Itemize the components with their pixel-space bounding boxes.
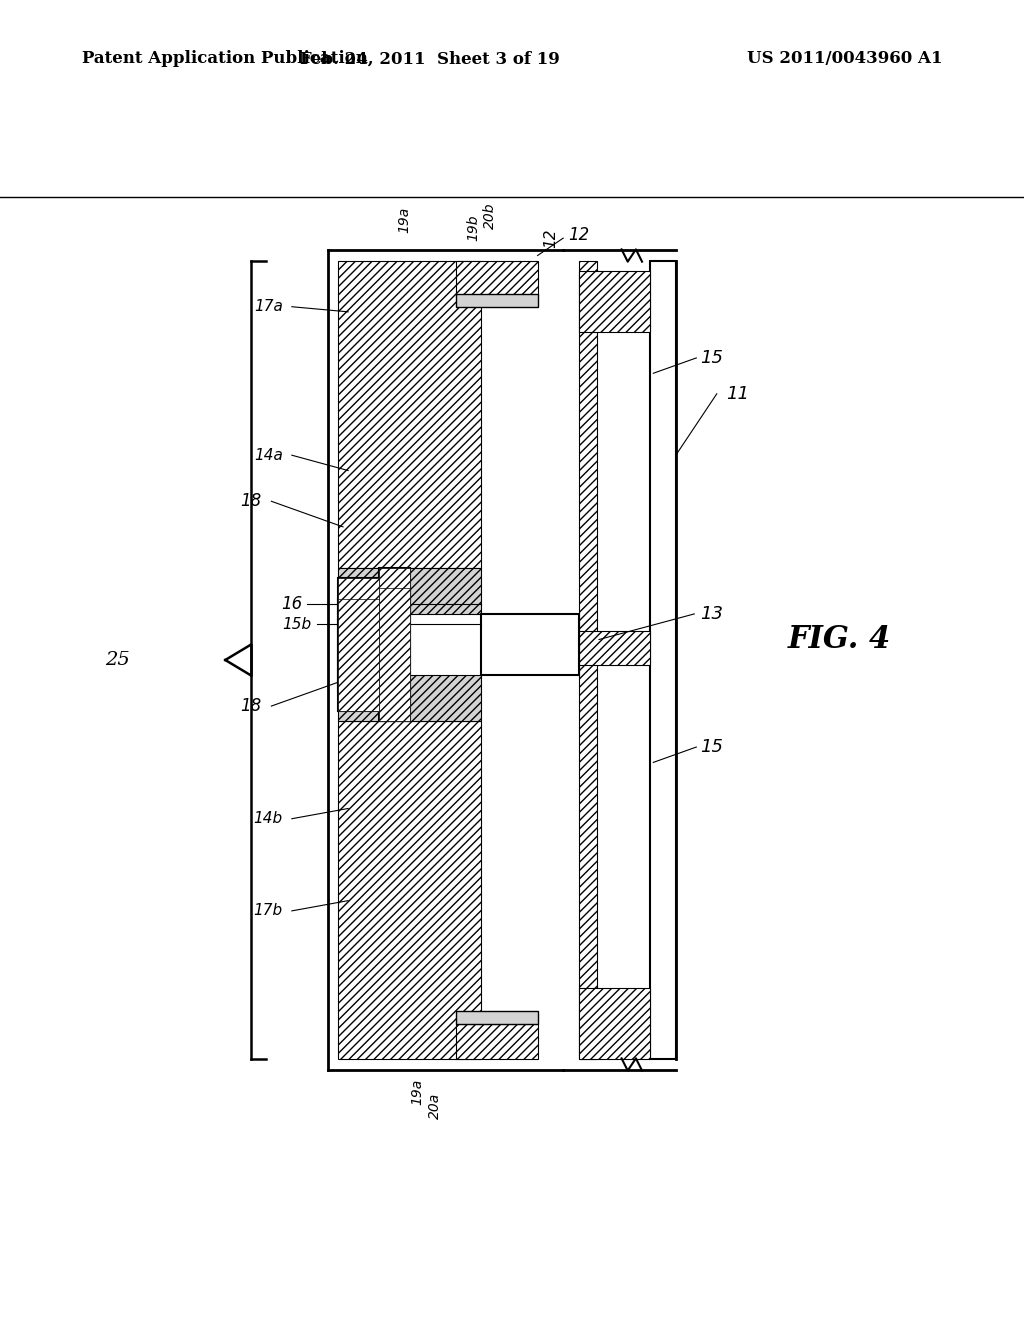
Bar xyxy=(338,722,481,1060)
Text: 11: 11 xyxy=(726,384,749,403)
Polygon shape xyxy=(338,589,410,722)
Text: FIG. 4: FIG. 4 xyxy=(788,624,891,655)
Text: 15: 15 xyxy=(700,738,723,756)
Bar xyxy=(579,987,650,1060)
Text: 19a: 19a xyxy=(397,206,412,232)
Bar xyxy=(481,614,579,676)
Bar xyxy=(338,568,481,614)
Text: 25: 25 xyxy=(105,651,130,669)
Bar xyxy=(379,568,410,701)
Bar xyxy=(579,260,597,1060)
Bar xyxy=(338,598,379,711)
Text: 14a: 14a xyxy=(254,447,283,463)
Bar xyxy=(338,676,481,722)
Text: 18: 18 xyxy=(241,697,261,715)
Text: 12: 12 xyxy=(544,228,558,248)
Text: 18: 18 xyxy=(241,492,261,511)
Text: 15b: 15b xyxy=(283,616,311,632)
Bar xyxy=(338,578,379,690)
Bar xyxy=(579,631,650,665)
Text: 20b: 20b xyxy=(482,202,497,228)
Text: 14b: 14b xyxy=(254,812,283,826)
Text: 15: 15 xyxy=(700,348,723,367)
Bar xyxy=(650,260,676,1060)
Text: 13: 13 xyxy=(700,605,723,623)
Polygon shape xyxy=(338,568,410,701)
Text: Patent Application Publication: Patent Application Publication xyxy=(82,50,368,67)
Bar xyxy=(456,260,538,297)
Text: 19b: 19b xyxy=(466,215,480,242)
Text: 17b: 17b xyxy=(254,903,283,919)
Bar xyxy=(456,1023,538,1060)
Text: 20a: 20a xyxy=(428,1093,442,1118)
Bar xyxy=(338,260,481,568)
Text: 12: 12 xyxy=(568,226,589,244)
Bar xyxy=(456,1011,538,1023)
Text: 16: 16 xyxy=(282,595,302,612)
Bar xyxy=(579,271,650,333)
Text: 17a: 17a xyxy=(254,300,283,314)
Bar xyxy=(456,294,538,306)
Text: Feb. 24, 2011  Sheet 3 of 19: Feb. 24, 2011 Sheet 3 of 19 xyxy=(300,50,560,67)
Text: 19a: 19a xyxy=(411,1078,425,1105)
Text: US 2011/0043960 A1: US 2011/0043960 A1 xyxy=(746,50,942,67)
Bar xyxy=(379,589,410,722)
